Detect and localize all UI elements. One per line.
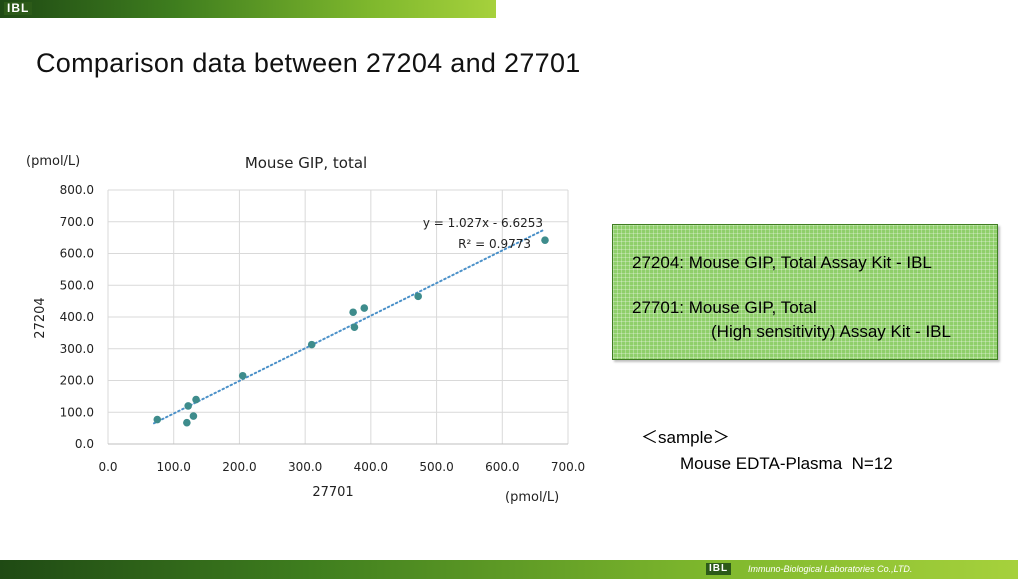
- y-tick-label: 800.0: [60, 183, 94, 197]
- data-point: [350, 323, 359, 331]
- data-point: [184, 402, 192, 410]
- y-tick-label: 200.0: [60, 374, 94, 388]
- slide-title: Comparison data between 27204 and 27701: [36, 48, 581, 78]
- data-point: [360, 304, 369, 312]
- footer-company-name: Immuno-Biological Laboratories Co.,LTD.: [748, 564, 913, 574]
- data-point: [307, 340, 316, 349]
- data-point: [541, 236, 549, 244]
- data-point: [238, 371, 247, 380]
- y-tick-label: 500.0: [60, 278, 94, 292]
- sample-description: Mouse EDTA-Plasma N=12: [680, 454, 893, 473]
- x-tick-label: 0.0: [98, 460, 117, 474]
- x-tick-label: 400.0: [354, 460, 388, 474]
- x-axis-label: 27701: [312, 485, 353, 500]
- x-tick-label: 500.0: [419, 460, 453, 474]
- y-unit-label: (pmol/L): [26, 154, 80, 169]
- data-point: [349, 308, 357, 317]
- x-tick-label: 200.0: [222, 460, 256, 474]
- y-tick-label: 300.0: [60, 342, 94, 356]
- y-tick-label: 600.0: [60, 247, 94, 261]
- ibl-logo: IBL: [4, 2, 33, 15]
- x-tick-label: 100.0: [157, 460, 191, 474]
- y-axis-label: 27204: [33, 297, 48, 338]
- kit-27701-label: 27701: Mouse GIP, Total: [632, 298, 817, 317]
- data-points: [153, 236, 549, 427]
- x-tick-label: 600.0: [485, 460, 519, 474]
- trendline-layer: [153, 228, 546, 425]
- trendline: [153, 228, 546, 425]
- kit-27204-label: 27204: Mouse GIP, Total Assay Kit - IBL: [632, 253, 932, 272]
- data-point: [183, 418, 191, 427]
- data-point: [189, 412, 198, 420]
- y-tick-label: 0.0: [75, 437, 94, 451]
- bottom-accent-bar: [0, 560, 1018, 579]
- y-tick-label: 400.0: [60, 310, 94, 324]
- data-point: [153, 415, 162, 424]
- x-unit-label: (pmol/L): [505, 490, 559, 505]
- trendline-equation: y = 1.027x - 6.6253: [423, 216, 543, 230]
- data-point: [414, 292, 422, 301]
- y-tick-label: 700.0: [60, 215, 94, 229]
- kit-info-box: 27204: Mouse GIP, Total Assay Kit - IBL …: [612, 224, 998, 360]
- data-point: [192, 395, 200, 404]
- chart-grid: [107, 189, 569, 445]
- tick-labels: 0.0 100.0 200.0 300.0 400.0 500.0 600.0 700.0 80…: [60, 183, 586, 474]
- top-accent-bar: [0, 0, 496, 18]
- kit-27701-label-cont: (High sensitivity) Assay Kit - IBL: [711, 322, 951, 341]
- chart-title: Mouse GIP, total: [245, 154, 367, 172]
- x-tick-label: 700.0: [551, 460, 585, 474]
- footer-ibl-logo: IBL: [706, 563, 732, 575]
- r-squared-label: R² = 0.9773: [458, 237, 531, 251]
- x-tick-label: 300.0: [288, 460, 322, 474]
- y-tick-label: 100.0: [60, 405, 94, 419]
- sample-heading: ＜sample＞: [641, 428, 730, 447]
